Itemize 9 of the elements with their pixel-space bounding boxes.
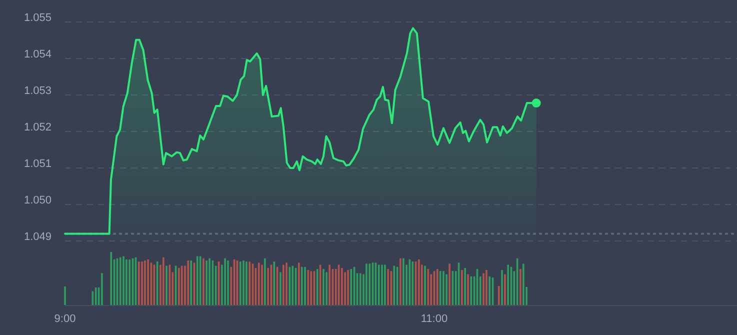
y-tick-label: 1.053	[24, 84, 52, 97]
y-tick-label: 1.055	[24, 12, 52, 24]
x-tick-label: 9:00	[54, 312, 76, 325]
y-tick-label: 1.050	[24, 194, 52, 206]
y-tick-label: 1.049	[24, 230, 52, 243]
y-tick-label: 1.054	[24, 48, 52, 60]
y-tick-label: 1.052	[24, 121, 52, 134]
y-tick-label: 1.051	[24, 158, 52, 170]
x-tick-label: 11:00	[420, 312, 448, 325]
